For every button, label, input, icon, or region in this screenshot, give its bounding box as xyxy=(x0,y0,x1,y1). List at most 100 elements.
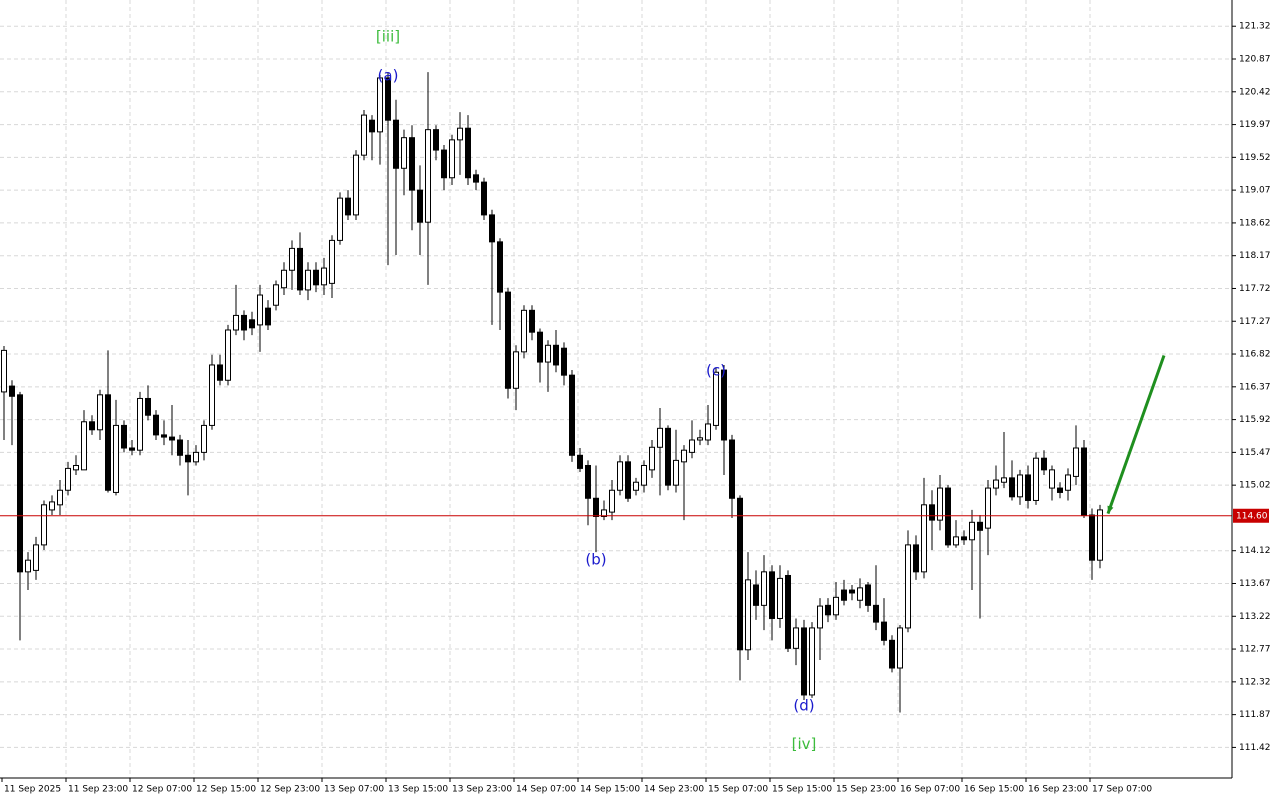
bull-body xyxy=(649,446,655,471)
x-tick-label: 13 Sep 07:00 xyxy=(324,785,384,795)
bull-body xyxy=(225,329,231,381)
y-tick-label: 115.92 xyxy=(1239,415,1271,425)
y-tick-label: 121.32 xyxy=(1239,22,1271,32)
bull-body xyxy=(1073,447,1079,477)
bull-body xyxy=(617,461,623,491)
bear-body xyxy=(737,497,743,651)
bear-body xyxy=(913,544,919,573)
bear-body xyxy=(1089,514,1095,561)
bull-body xyxy=(49,501,55,511)
y-tick-label: 116.37 xyxy=(1239,382,1271,392)
x-tick-label: 11 Sep 23:00 xyxy=(68,785,128,795)
bear-body xyxy=(9,385,15,397)
bear-body xyxy=(369,119,375,133)
bear-body xyxy=(785,574,791,649)
bear-body xyxy=(569,374,575,456)
bear-body xyxy=(665,427,671,486)
y-tick-label: 118.62 xyxy=(1239,218,1271,228)
bull-body xyxy=(513,351,519,389)
bear-body xyxy=(873,604,879,623)
bear-body xyxy=(769,571,775,619)
bull-body xyxy=(545,344,551,363)
x-tick-label: 16 Sep 15:00 xyxy=(964,785,1024,795)
bear-body xyxy=(313,269,319,286)
bear-body xyxy=(825,604,831,616)
bear-body xyxy=(889,639,895,669)
bull-body xyxy=(281,269,287,289)
bear-body xyxy=(1025,474,1031,501)
x-tick-label: 13 Sep 15:00 xyxy=(388,785,448,795)
bear-body xyxy=(177,439,183,456)
bull-body xyxy=(1065,474,1071,491)
bear-body xyxy=(721,369,727,441)
wave-label: (a) xyxy=(378,66,399,84)
bull-body xyxy=(377,77,383,133)
bear-body xyxy=(473,174,479,183)
bear-body xyxy=(153,414,159,436)
y-tick-label: 114.12 xyxy=(1239,546,1271,556)
x-tick-label: 13 Sep 23:00 xyxy=(452,785,512,795)
bull-body xyxy=(1001,477,1007,483)
bull-body xyxy=(833,596,839,616)
bear-body xyxy=(297,247,303,291)
bull-body xyxy=(361,114,367,156)
bull-body xyxy=(457,127,463,141)
y-tick-label: 116.82 xyxy=(1239,350,1271,360)
bear-body xyxy=(1041,457,1047,471)
bear-body xyxy=(977,521,983,531)
bear-body xyxy=(433,129,439,151)
x-tick-label: 16 Sep 23:00 xyxy=(1028,785,1088,795)
bull-body xyxy=(353,154,359,216)
bear-body xyxy=(441,149,447,179)
bear-body xyxy=(881,621,887,641)
x-tick-label: 15 Sep 23:00 xyxy=(836,785,896,795)
bull-body xyxy=(209,364,215,426)
y-tick-label: 118.17 xyxy=(1239,251,1271,261)
bear-body xyxy=(345,197,351,216)
bull-body xyxy=(993,479,999,489)
candles xyxy=(1,72,1103,713)
bull-body xyxy=(1049,469,1055,489)
bull-body xyxy=(257,294,263,326)
bear-body xyxy=(841,589,847,601)
bear-body xyxy=(393,119,399,169)
bear-body xyxy=(553,344,559,366)
y-tick-label: 111.42 xyxy=(1239,743,1271,753)
wave-label: [iii] xyxy=(376,28,400,46)
y-tick-label: 119.07 xyxy=(1239,186,1271,196)
bull-body xyxy=(857,587,863,601)
bull-body xyxy=(273,284,279,306)
bear-body xyxy=(161,434,167,438)
y-tick-label: 115.47 xyxy=(1239,448,1271,458)
bull-body xyxy=(193,451,199,463)
bear-body xyxy=(129,447,135,451)
bull-body xyxy=(921,504,927,573)
bull-body xyxy=(809,627,815,696)
bull-body xyxy=(1,349,7,393)
bull-body xyxy=(113,424,119,493)
bear-body xyxy=(1009,477,1015,498)
y-tick-label: 115.02 xyxy=(1239,481,1271,491)
y-tick-label: 117.72 xyxy=(1239,284,1271,294)
bull-body xyxy=(905,544,911,629)
x-tick-label: 15 Sep 15:00 xyxy=(772,785,832,795)
wave-label: (b) xyxy=(585,551,606,569)
y-tick-label: 119.97 xyxy=(1239,120,1271,130)
bull-body xyxy=(953,536,959,546)
bear-body xyxy=(577,454,583,469)
bear-body xyxy=(625,461,631,499)
bull-body xyxy=(713,371,719,426)
bull-body xyxy=(65,467,71,491)
bull-body xyxy=(1033,457,1039,501)
bull-body xyxy=(233,314,239,331)
bear-body xyxy=(961,536,967,541)
bear-body xyxy=(89,421,95,431)
bull-body xyxy=(969,521,975,541)
bull-body xyxy=(41,504,47,546)
bull-body xyxy=(689,439,695,453)
bear-body xyxy=(753,584,759,606)
y-tick-label: 112.32 xyxy=(1239,677,1271,687)
